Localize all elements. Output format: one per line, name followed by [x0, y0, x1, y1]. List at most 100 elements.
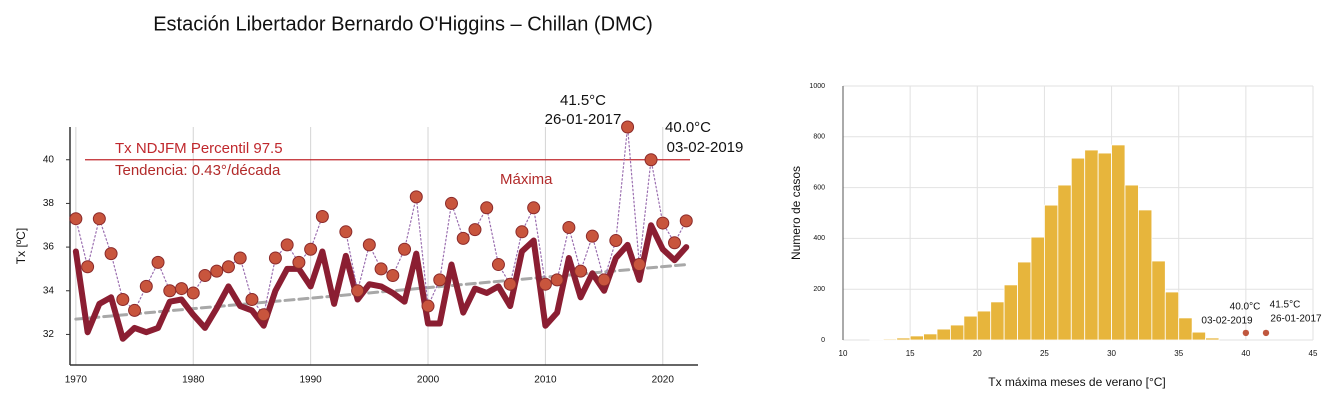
data-point [151, 255, 165, 269]
data-point [268, 251, 282, 265]
data-point [128, 303, 142, 317]
bar [1070, 157, 1086, 341]
y-tick-label: 400 [813, 235, 825, 242]
data-point [104, 247, 118, 261]
data-point [409, 190, 423, 204]
annotation: 03-02-2019 [1201, 316, 1253, 327]
data-point [245, 292, 259, 306]
data-point [175, 282, 189, 296]
data-point [632, 258, 646, 272]
data-point [597, 273, 611, 287]
y-axis-label: Tx [ºC] [14, 228, 28, 264]
x-tick-label: 2020 [652, 375, 675, 386]
series-label: Máxima [500, 171, 553, 188]
data-point [468, 223, 482, 237]
bar [1151, 260, 1166, 341]
data-point [421, 299, 435, 313]
data-point [362, 238, 376, 252]
data-point [315, 210, 329, 224]
x-tick-label: 20 [973, 349, 982, 358]
data-point [562, 220, 576, 234]
data-point [210, 264, 224, 278]
annotation: 41.5°C [560, 92, 606, 109]
data-point [574, 264, 588, 278]
data-point [163, 284, 177, 298]
data-point [186, 286, 200, 300]
data-point [304, 242, 318, 256]
y-tick-label: 32 [43, 329, 55, 340]
annotation: 26-01-2017 [545, 111, 622, 128]
data-point [621, 120, 635, 134]
data-point [679, 214, 693, 228]
bar [1030, 236, 1045, 341]
data-point [503, 277, 517, 291]
bar [976, 310, 992, 341]
bar [882, 338, 898, 341]
annotation: 03-02-2019 [667, 139, 744, 156]
data-point [292, 255, 306, 269]
bar [1178, 317, 1193, 341]
annotation: 40.0°C [665, 119, 711, 136]
data-point [433, 273, 447, 287]
series-label: Tendencia: 0.43°/década [115, 162, 281, 179]
data-point [92, 212, 106, 226]
data-point [550, 273, 564, 287]
x-tick-label: 2000 [417, 375, 440, 386]
annotation: 41.5°C [1270, 300, 1301, 311]
bar [1124, 184, 1139, 341]
bar [1003, 284, 1018, 341]
data-point [81, 260, 95, 274]
y-tick-label: 40 [43, 154, 55, 165]
y-tick-label: 800 [813, 134, 825, 141]
bar [1164, 291, 1180, 341]
data-point [69, 212, 83, 226]
data-point [233, 251, 247, 265]
data-point [585, 229, 599, 243]
y-tick-label: 34 [43, 285, 55, 296]
x-tick-label: 1970 [65, 375, 88, 386]
data-point [644, 153, 658, 167]
bar [1097, 152, 1112, 341]
extreme-point [1262, 329, 1270, 337]
bar [1111, 144, 1126, 341]
data-point [116, 292, 130, 306]
bar [990, 301, 1005, 341]
x-tick-label: 1990 [300, 375, 323, 386]
bar [909, 335, 924, 341]
data-point [609, 234, 623, 248]
y-axis-label: Numero de casos [789, 166, 803, 260]
x-axis-label: Tx máxima meses de verano [°C] [988, 375, 1166, 389]
bar [950, 324, 965, 341]
bar [923, 333, 938, 341]
y-tick-label: 600 [813, 184, 825, 191]
data-point [280, 238, 294, 252]
y-tick-label: 38 [43, 198, 55, 209]
data-point [538, 277, 552, 291]
x-tick-label: 2010 [534, 375, 557, 386]
data-point [257, 308, 271, 322]
y-tick-label: 200 [813, 286, 825, 293]
bar [1044, 204, 1059, 341]
bar [1191, 331, 1206, 341]
data-point [668, 236, 682, 250]
data-point [374, 262, 388, 276]
annotation: 26-01-2017 [1270, 314, 1322, 325]
x-tick-label: 10 [839, 349, 848, 358]
data-point [386, 268, 400, 282]
x-tick-label: 25 [1040, 349, 1049, 358]
bar [963, 315, 978, 341]
data-point [398, 242, 412, 256]
x-tick-label: 30 [1107, 349, 1116, 358]
data-point [656, 216, 670, 230]
bar [936, 328, 951, 341]
data-point [339, 225, 353, 239]
x-tick-label: 35 [1174, 349, 1183, 358]
data-point [221, 260, 235, 274]
bar [1057, 184, 1072, 341]
y-tick-label: 36 [43, 242, 55, 253]
data-point [198, 268, 212, 282]
x-tick-label: 40 [1241, 349, 1250, 358]
data-point [480, 201, 494, 215]
data-point [351, 284, 365, 298]
